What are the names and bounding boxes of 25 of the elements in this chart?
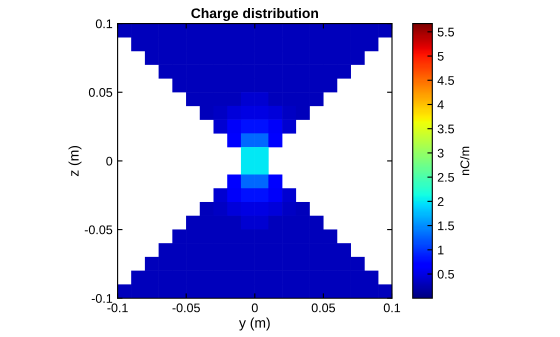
x-tick-label: -0.05 <box>172 303 200 312</box>
color-bar-label: 5 <box>438 52 444 61</box>
y-tick-label: -0.1 <box>92 294 112 303</box>
chart-title: Charge distribution <box>191 8 318 21</box>
x-tick-label: -0.1 <box>107 303 128 312</box>
color-bar-label: 4.5 <box>437 76 454 85</box>
y-axis-title: z (m) <box>68 146 82 176</box>
y-tick-label: 0 <box>106 156 112 166</box>
x-tick-label: 0 <box>252 303 258 312</box>
y-tick-label: 0.1 <box>96 19 112 28</box>
color-bar-label: 2.5 <box>438 172 454 182</box>
color-bar-label: 0.5 <box>438 270 454 279</box>
x-axis-title: y (m) <box>239 318 270 330</box>
y-tick-label: 0.05 <box>88 88 112 97</box>
color-bar-title: nC/m <box>460 146 470 176</box>
x-tick-label: 0.1 <box>384 303 400 312</box>
y-tick-label: -0.05 <box>84 225 112 234</box>
x-tick-label: 0.05 <box>312 303 336 312</box>
color-bar-label: 3.5 <box>438 124 454 134</box>
color-bar-label: 5.5 <box>438 28 454 36</box>
color-bar-label: 4 <box>437 100 444 110</box>
color-bar-label: 3 <box>438 148 444 158</box>
color-bar-label: 1.5 <box>438 222 454 230</box>
color-bar-label: 1 <box>438 246 444 254</box>
color-bar-label: 2 <box>438 197 444 206</box>
